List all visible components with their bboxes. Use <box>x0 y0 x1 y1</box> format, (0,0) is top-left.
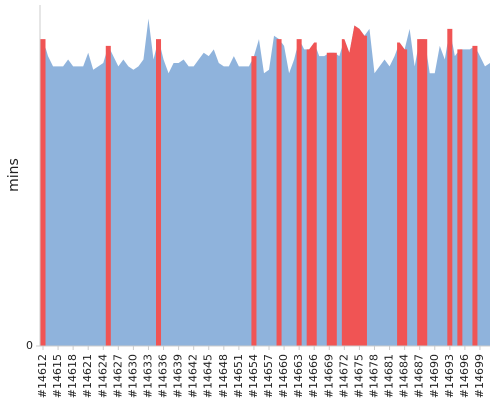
area <box>447 28 453 347</box>
x-tick-label: #14657 <box>262 354 275 398</box>
x-tick-label: #14630 <box>126 354 139 398</box>
x-tick-label: #14696 <box>458 354 471 398</box>
area <box>326 52 337 347</box>
x-tick-label: #14633 <box>141 354 154 398</box>
x-tick-label: #14684 <box>398 354 411 398</box>
area <box>306 42 317 346</box>
x-tick-label: #14645 <box>202 354 215 398</box>
x-tick-label: #14669 <box>322 354 335 398</box>
area <box>296 39 302 346</box>
area <box>397 42 408 346</box>
y-tick-label: 0 <box>26 339 33 352</box>
x-tick-label: #14639 <box>172 354 185 398</box>
area <box>105 45 111 347</box>
area <box>276 39 282 346</box>
area <box>40 39 46 346</box>
x-tick-label: #14618 <box>66 354 79 398</box>
area <box>156 39 162 346</box>
x-tick-label: #14678 <box>367 354 380 398</box>
x-tick-label: #14663 <box>292 354 305 398</box>
x-tick-label: #14675 <box>352 354 365 398</box>
x-tick-label: #14636 <box>157 354 170 398</box>
area <box>457 49 463 346</box>
x-tick-label: #14624 <box>96 354 109 398</box>
x-tick-label: #14693 <box>443 354 456 398</box>
x-tick-label: #14612 <box>36 354 49 398</box>
y-axis-label: mins <box>6 158 22 192</box>
area <box>43 18 490 346</box>
x-tick-label: #14687 <box>413 354 426 398</box>
x-tick-label: #14699 <box>473 354 486 398</box>
x-tick-label: #14654 <box>247 354 260 398</box>
x-tick-label: #14621 <box>81 354 94 398</box>
x-tick-label: #14615 <box>51 354 64 398</box>
x-tick-label: #14627 <box>111 354 124 398</box>
x-tick-label: #14660 <box>277 354 290 398</box>
x-tick-label: #14672 <box>337 354 350 398</box>
x-tick-label: #14648 <box>217 354 230 398</box>
area <box>417 39 428 346</box>
area <box>472 45 478 347</box>
x-tick-label: #14666 <box>307 354 320 398</box>
x-tick-label: #14681 <box>383 354 396 398</box>
x-tick-label: #14690 <box>428 354 441 398</box>
x-tick-label: #14651 <box>232 354 245 398</box>
area <box>251 56 257 347</box>
area <box>341 25 367 347</box>
x-tick-label: #14642 <box>187 354 200 398</box>
